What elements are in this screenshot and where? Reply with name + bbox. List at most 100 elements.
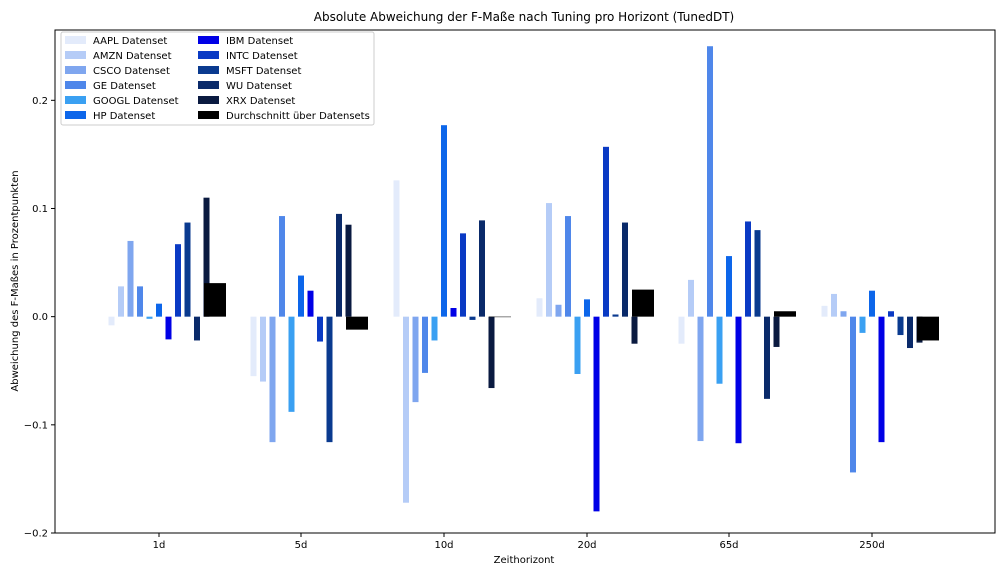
legend-label: GOOGL Datenset — [93, 96, 179, 107]
x-axis: 1d 5d 10d 20d 65d 250d — [153, 533, 885, 551]
x-tick-label: 65d — [719, 540, 738, 551]
bar-1d-12 — [204, 283, 226, 317]
bar-250d-1 — [821, 305, 828, 317]
bar-65d-2 — [688, 279, 694, 317]
bar-20d-3 — [555, 304, 562, 317]
y-tick-label: −0.1 — [24, 420, 48, 431]
bar-20d-9 — [612, 314, 619, 317]
y-tick-label: 0.1 — [32, 204, 48, 215]
legend-label: INTC Datenset — [226, 51, 298, 62]
bar-20d-10 — [622, 222, 628, 317]
bar-65d-11 — [773, 316, 780, 347]
bar-10d-3 — [412, 316, 419, 403]
bar-250d-7 — [878, 316, 885, 443]
bar-250d-2 — [831, 293, 837, 317]
bar-1d-8 — [175, 244, 181, 317]
bar-5d-11 — [345, 224, 352, 317]
bar-10d-9 — [469, 316, 476, 320]
chart-title: Absolute Abweichung der F-Maße nach Tuni… — [314, 10, 734, 24]
bar-1d-3 — [127, 240, 134, 317]
bar-65d-1 — [678, 316, 685, 344]
bar-1d-10 — [194, 316, 200, 341]
x-tick-label: 20d — [577, 540, 596, 551]
bar-5d-1 — [250, 316, 257, 377]
bar-1d-4 — [137, 286, 143, 317]
bar-250d-12 — [917, 316, 939, 341]
y-tick-label: 0.2 — [32, 96, 48, 107]
y-tick-label: −0.2 — [24, 529, 48, 540]
legend-swatch — [198, 36, 219, 44]
bar-250d-8 — [888, 311, 894, 317]
bar-10d-5 — [431, 316, 438, 341]
legend-swatch — [198, 111, 219, 119]
bar-10d-6 — [441, 125, 447, 317]
bar-20d-5 — [574, 316, 581, 374]
bar-65d-10 — [764, 316, 770, 399]
bar-20d-12 — [632, 289, 654, 317]
legend-label: Durchschnitt über Datensets — [226, 111, 370, 122]
bar-10d-11 — [488, 316, 495, 389]
legend-label: CSCO Datenset — [93, 66, 170, 77]
bar-10d-8 — [460, 233, 466, 317]
y-axis: −0.2 −0.1 0.0 0.1 0.2 — [24, 96, 55, 540]
bar-65d-12 — [774, 311, 796, 317]
legend-label: AMZN Datenset — [93, 51, 172, 62]
legend-frame — [60, 31, 375, 126]
bar-10d-12 — [489, 316, 511, 318]
bar-20d-6 — [584, 299, 590, 317]
legend-label: GE Datenset — [93, 81, 156, 92]
legend-label: MSFT Datenset — [226, 66, 301, 77]
bar-5d-3 — [269, 316, 276, 443]
bar-1d-6 — [156, 303, 162, 317]
bar-20d-2 — [546, 203, 552, 317]
bar-1d-2 — [118, 286, 124, 317]
legend-swatch — [65, 96, 86, 104]
bar-1d-9 — [184, 222, 191, 317]
bar-1d-5 — [146, 316, 153, 319]
bar-1d-1 — [108, 316, 115, 326]
legend-label: HP Datenset — [93, 111, 155, 122]
y-axis-title: Abweichung des F-Maßes in Prozentpunkten — [10, 170, 21, 391]
bar-5d-5 — [288, 316, 295, 412]
bar-5d-8 — [317, 316, 323, 342]
bar-250d-3 — [840, 311, 847, 317]
plot-frame — [54, 29, 996, 534]
bar-65d-4 — [707, 46, 713, 317]
legend-swatch — [65, 111, 86, 119]
bar-5d-2 — [260, 316, 266, 382]
legend-swatch — [198, 81, 219, 89]
bar-20d-7 — [593, 316, 600, 512]
bar-250d-5 — [859, 316, 866, 333]
bar-250d-10 — [907, 316, 913, 349]
x-tick-label: 250d — [859, 540, 884, 551]
legend-swatch — [198, 66, 219, 74]
x-tick-label: 5d — [295, 540, 308, 551]
bar-250d-4 — [850, 316, 856, 473]
bar-20d-11 — [631, 316, 638, 344]
bar-5d-6 — [298, 275, 304, 317]
legend-swatch — [65, 36, 86, 44]
bar-20d-4 — [565, 216, 571, 317]
legend-label: AAPL Datenset — [93, 36, 167, 47]
x-axis-title: Zeithorizont — [494, 555, 555, 566]
y-tick-label: 0.0 — [32, 312, 48, 323]
bar-5d-12 — [346, 316, 368, 330]
legend-label: WU Datenset — [226, 81, 292, 92]
bar-10d-1 — [393, 180, 400, 317]
bar-20d-1 — [536, 298, 543, 317]
legend-swatch — [198, 51, 219, 59]
bar-65d-9 — [754, 230, 761, 317]
x-tick-label: 10d — [434, 540, 453, 551]
bar-10d-4 — [422, 316, 428, 373]
bar-65d-3 — [697, 316, 704, 442]
legend-swatch — [198, 96, 219, 104]
bar-5d-7 — [307, 290, 314, 317]
legend-swatch — [65, 66, 86, 74]
legend: AAPL Datenset AMZN Datenset CSCO Datenset G… — [60, 31, 375, 126]
bar-250d-6 — [869, 290, 875, 317]
bar-5d-4 — [279, 216, 285, 317]
legend-label: XRX Datenset — [226, 96, 295, 107]
bar-10d-10 — [479, 220, 485, 317]
